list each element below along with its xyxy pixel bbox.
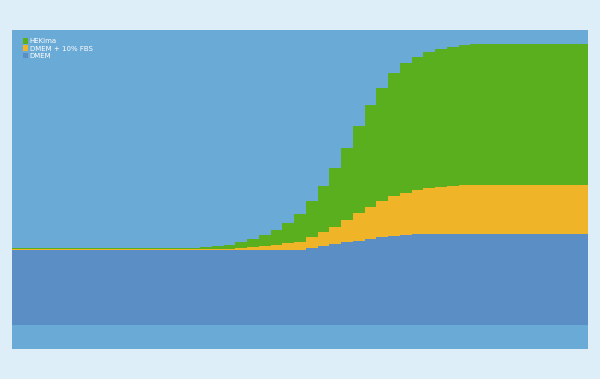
Legend: HEKima, DMEM + 10% FBS, DMEM: HEKima, DMEM + 10% FBS, DMEM bbox=[21, 37, 94, 60]
